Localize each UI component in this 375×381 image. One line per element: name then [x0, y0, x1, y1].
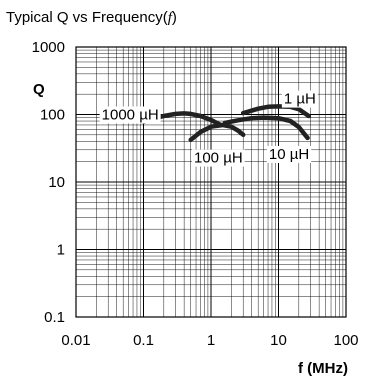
series-curve-2 — [222, 115, 310, 141]
series-label-2: 10 µH — [266, 145, 312, 163]
series-curve-1 — [188, 122, 246, 143]
chart-title-variable: f — [167, 10, 172, 26]
plot-frame — [75, 46, 347, 318]
series-curves — [141, 104, 311, 143]
series-label-bg — [281, 90, 318, 108]
y-tick-label: 10 — [48, 174, 65, 191]
y-tick-label: 1 — [57, 242, 65, 259]
series-label-text: 1 µH — [284, 91, 316, 108]
series-label-text: 1000 µH — [102, 107, 159, 124]
y-tick-label: 100 — [40, 107, 65, 124]
x-tick-label: 0.1 — [133, 332, 154, 349]
x-tick-label: 100 — [333, 332, 358, 349]
y-tick-label: 0.1 — [44, 309, 65, 326]
grid-lines — [75, 47, 346, 318]
series-label-0: 1000 µH — [99, 106, 161, 124]
series-label-text: 100 µH — [194, 150, 243, 167]
series-label-text: 10 µH — [269, 146, 309, 163]
y-tick-label: 1000 — [32, 39, 65, 56]
series-label-1: 100 µH — [192, 149, 245, 167]
series-label-bg — [99, 106, 161, 124]
series-labels: 1000 µH 100 µH 10 µH 1 µH — [99, 90, 318, 167]
series-curve-3 — [240, 104, 311, 119]
x-tick-label: 10 — [270, 332, 287, 349]
series-label-3: 1 µH — [281, 90, 318, 108]
chart-title: Typical Q vs Frequency(f) — [6, 9, 177, 26]
x-axis-label: f (MHz) — [298, 360, 348, 377]
x-tick-label: 1 — [207, 332, 215, 349]
x-tick-label: 0.01 — [61, 332, 90, 349]
y-tick-labels: 1000 100 10 1 0.1 — [32, 39, 65, 326]
series-label-bg — [266, 145, 312, 163]
x-tick-labels: 0.01 0.1 1 10 100 — [61, 332, 358, 349]
chart-title-text: Typical Q vs Frequency — [6, 9, 163, 26]
series-label-bg — [192, 149, 245, 167]
y-axis-label: Q — [33, 81, 45, 98]
